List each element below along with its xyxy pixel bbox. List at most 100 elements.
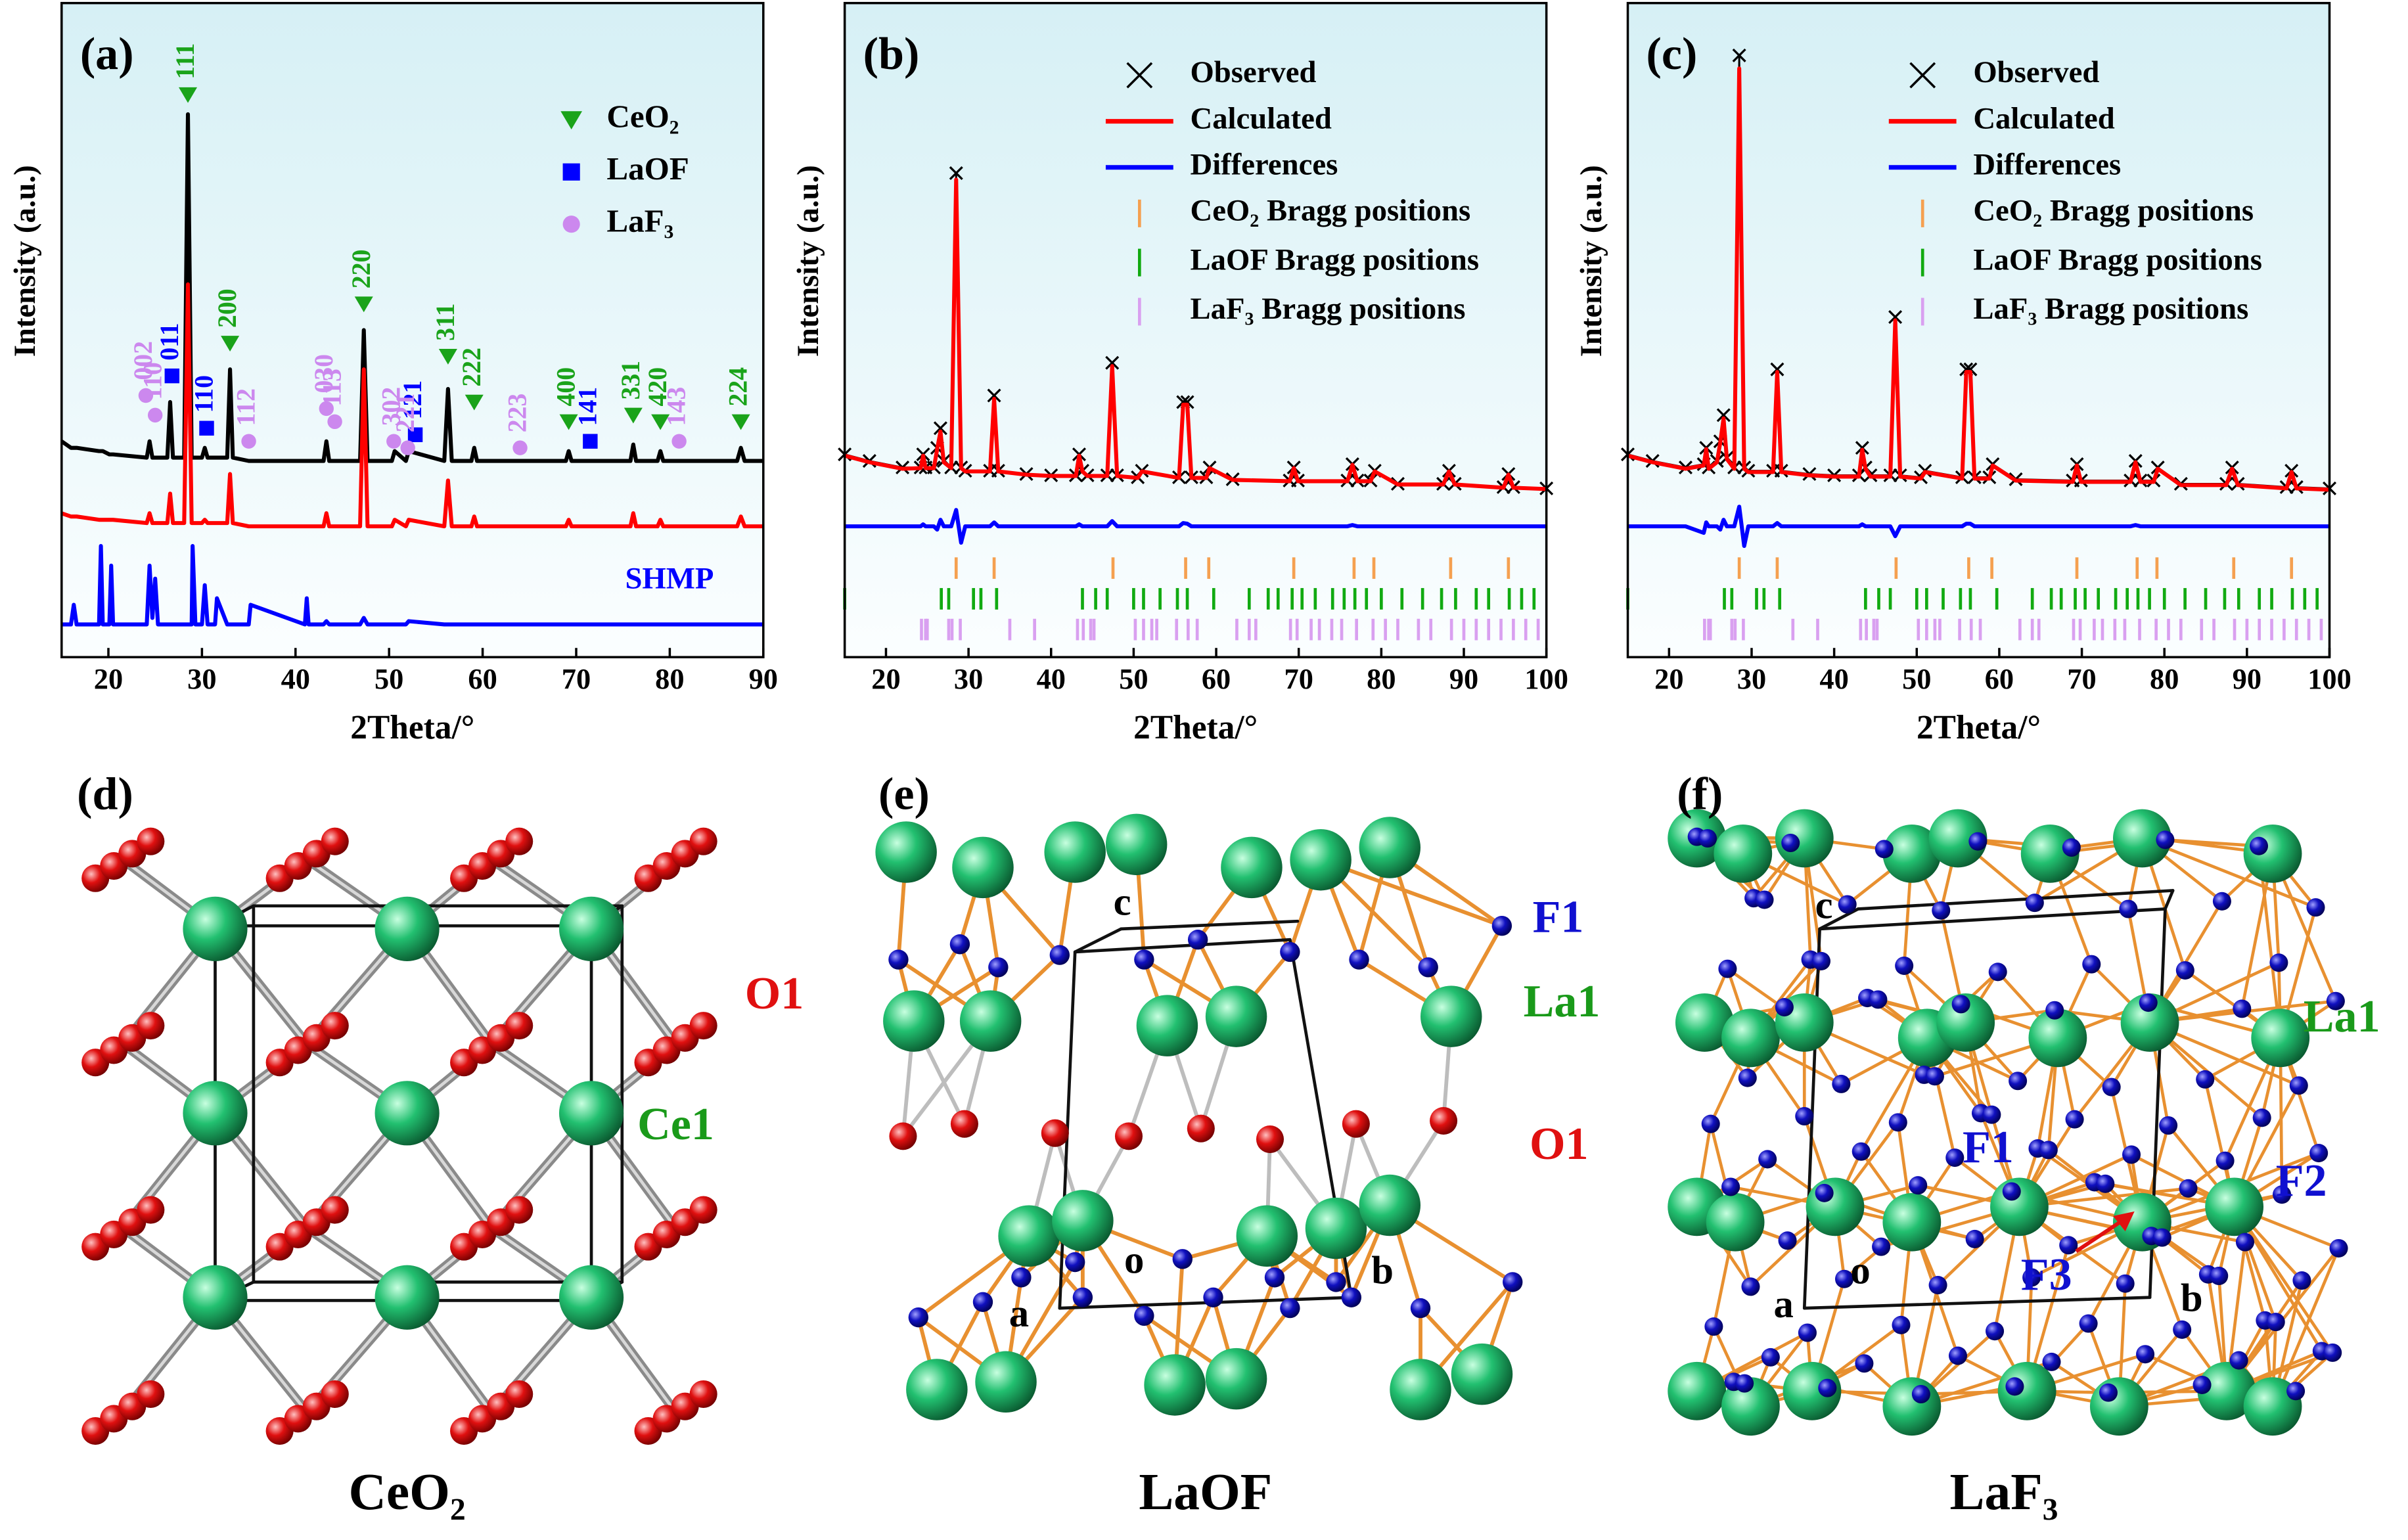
atom <box>1721 1177 1740 1196</box>
atom <box>2059 1236 2078 1255</box>
atom <box>137 1012 165 1040</box>
atom <box>2062 838 2081 857</box>
atom <box>1882 1377 1942 1436</box>
reflection-marker <box>400 440 415 455</box>
atom <box>2212 892 2231 911</box>
observed-point <box>1716 408 1731 422</box>
atom-label: F1 <box>1533 892 1584 942</box>
atom <box>689 1012 717 1040</box>
atom <box>2002 1182 2021 1201</box>
atom <box>1761 1348 1780 1367</box>
plot-area <box>61 3 763 658</box>
data-line <box>1627 505 2330 549</box>
atom <box>1815 1183 1834 1202</box>
x-tick-label: 60 <box>1985 662 2014 695</box>
legend-label: Differences <box>1973 147 2121 181</box>
atom-label: La1 <box>1524 976 1601 1027</box>
reflection-marker <box>319 401 334 417</box>
atom <box>558 896 624 961</box>
atom <box>1072 1287 1093 1307</box>
legend-marker <box>562 215 580 233</box>
atom <box>1948 1346 1967 1365</box>
atom <box>2042 1352 2061 1371</box>
atom <box>1203 1287 1223 1307</box>
atom-label: Ce1 <box>637 1099 714 1150</box>
atom <box>1698 828 1717 848</box>
plot-frame <box>60 1 765 658</box>
atom <box>2028 1008 2087 1068</box>
atom <box>2136 1345 2155 1364</box>
reflection-label: 400 <box>552 367 581 407</box>
atom <box>1798 1323 1817 1342</box>
reflection-marker <box>583 434 598 449</box>
reflection-label: 030 <box>309 354 338 394</box>
atom <box>1781 833 1800 853</box>
atom <box>2251 1008 2310 1068</box>
bond <box>1073 927 1123 954</box>
series-label: SHMP <box>625 562 714 596</box>
x-tick-label: 20 <box>1654 662 1683 695</box>
panel-label: (e) <box>878 769 930 819</box>
reflection-marker <box>147 407 163 423</box>
atom <box>1888 1113 1907 1132</box>
atom <box>2197 1361 2256 1420</box>
atom <box>2292 1271 2311 1290</box>
atom <box>1420 985 1482 1047</box>
atom-label: b <box>1371 1249 1394 1293</box>
atom <box>1011 1267 1032 1288</box>
reflection-label: 112 <box>232 388 261 426</box>
atom <box>1721 1008 1780 1068</box>
bond <box>1319 857 1504 928</box>
atom <box>2229 1351 2248 1370</box>
atom <box>1735 1374 1754 1393</box>
atom <box>2323 1343 2342 1362</box>
atom <box>1925 1067 1944 1086</box>
atom <box>2156 830 2175 849</box>
atom <box>137 1380 165 1409</box>
atom <box>1818 1378 1837 1397</box>
bond <box>2233 1205 2334 1355</box>
reflection-marker <box>178 87 198 103</box>
atom <box>2159 1116 2178 1135</box>
x-tick-label: 80 <box>2150 662 2179 695</box>
reflection-label: 311 <box>431 304 460 341</box>
reflection-marker <box>465 394 484 411</box>
x-tick-label: 90 <box>749 662 778 695</box>
atom <box>949 934 970 955</box>
plot-area <box>1627 3 2330 658</box>
atom <box>2120 993 2179 1052</box>
atom <box>1326 1272 1346 1292</box>
atom <box>137 827 165 855</box>
observed-point <box>949 166 963 181</box>
legend-label: LaOF <box>606 150 689 187</box>
atom <box>1114 1122 1143 1150</box>
atom <box>888 949 909 970</box>
atom <box>1418 957 1438 978</box>
atom <box>2289 1076 2308 1095</box>
x-tick-label: 30 <box>1737 662 1766 695</box>
x-tick-label: 80 <box>1367 662 1396 695</box>
x-tick-label: 90 <box>2233 662 2261 695</box>
atom <box>1835 1269 1854 1288</box>
reflection-marker <box>731 414 750 430</box>
atom <box>950 1110 978 1138</box>
legend-label: Calculated <box>1973 101 2114 135</box>
atom <box>375 1265 440 1330</box>
atom <box>2233 999 2252 1018</box>
legend-label: CeO₂ Bragg positions <box>1190 194 1470 228</box>
atom <box>1305 1197 1367 1259</box>
atom <box>2266 1313 2285 1332</box>
atom <box>1968 832 1988 851</box>
atom <box>1783 1361 1842 1420</box>
reflection-label: 110 <box>190 375 219 413</box>
atom <box>1895 956 1914 975</box>
atom <box>2009 1072 2028 1091</box>
atom <box>375 1081 440 1146</box>
atom <box>1341 1287 1362 1307</box>
atom <box>505 1012 534 1040</box>
reflection-marker <box>559 414 578 430</box>
atom <box>906 1359 968 1420</box>
x-tick-label: 30 <box>954 662 983 695</box>
atom <box>1806 1177 1865 1236</box>
atom <box>988 957 1009 978</box>
